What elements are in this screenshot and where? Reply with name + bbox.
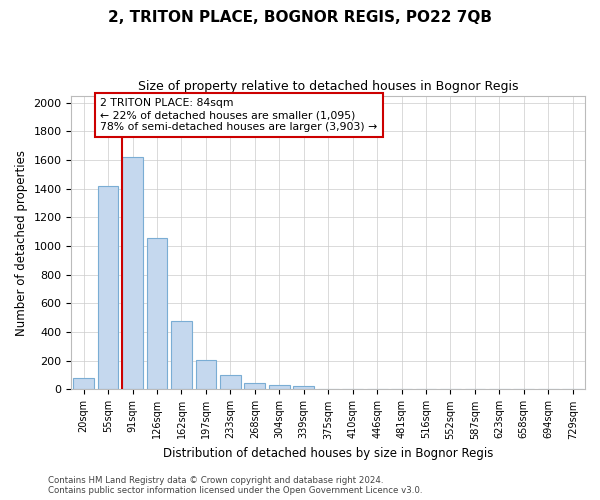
Title: Size of property relative to detached houses in Bognor Regis: Size of property relative to detached ho… bbox=[138, 80, 518, 93]
Bar bbox=[146, 238, 167, 390]
Text: 2, TRITON PLACE, BOGNOR REGIS, PO22 7QB: 2, TRITON PLACE, BOGNOR REGIS, PO22 7QB bbox=[108, 10, 492, 25]
Bar bbox=[244, 383, 265, 390]
Text: Contains HM Land Registry data © Crown copyright and database right 2024.
Contai: Contains HM Land Registry data © Crown c… bbox=[48, 476, 422, 495]
Text: 2 TRITON PLACE: 84sqm
← 22% of detached houses are smaller (1,095)
78% of semi-d: 2 TRITON PLACE: 84sqm ← 22% of detached … bbox=[100, 98, 377, 132]
Bar bbox=[171, 320, 192, 390]
Bar bbox=[122, 157, 143, 390]
X-axis label: Distribution of detached houses by size in Bognor Regis: Distribution of detached houses by size … bbox=[163, 447, 493, 460]
Bar bbox=[98, 186, 118, 390]
Bar bbox=[196, 360, 217, 390]
Bar bbox=[220, 375, 241, 390]
Y-axis label: Number of detached properties: Number of detached properties bbox=[15, 150, 28, 336]
Bar bbox=[73, 378, 94, 390]
Bar bbox=[293, 386, 314, 390]
Bar bbox=[269, 385, 290, 390]
